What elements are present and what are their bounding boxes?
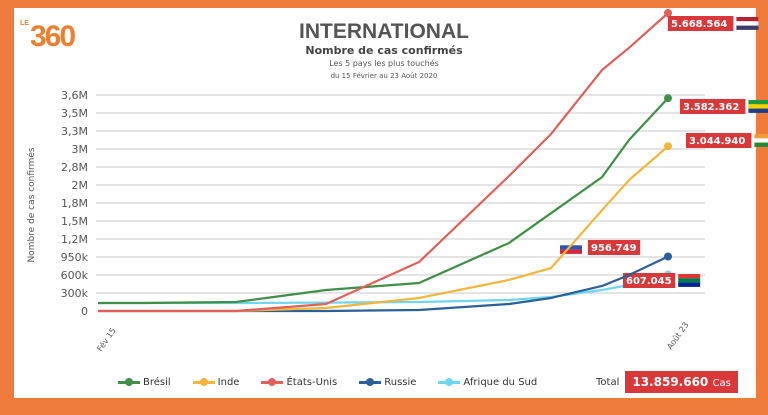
value-label-bg — [623, 273, 676, 288]
south-africa-flag-icon — [678, 282, 701, 287]
legend-label: Brésil — [143, 377, 171, 388]
y-tick-label: 0 — [81, 305, 88, 318]
usa-flag-icon — [736, 17, 759, 22]
legend-label: États-Unis — [286, 377, 338, 388]
legend-marker-icon — [192, 378, 215, 386]
usa-flag-icon — [736, 21, 759, 26]
chart-subtitle: Nombre de cas confirmés — [305, 44, 463, 57]
value-label-bg — [668, 16, 734, 31]
y-tick-label: 3M — [72, 143, 89, 156]
y-tick-label: 1,5M — [61, 215, 88, 228]
india-flag-icon — [754, 138, 768, 143]
russia-flag-icon — [560, 245, 582, 250]
y-tick-label: 950k — [61, 251, 89, 264]
legend-label: Inde — [217, 377, 240, 388]
value-label: 607.045 — [626, 276, 672, 287]
y-tick-label: 1,8M — [61, 197, 88, 210]
total-value-box: 13.859.660 Cas — [625, 371, 738, 393]
y-tick-label: 3,5M — [61, 107, 88, 120]
logo-le360: LE360 — [20, 20, 76, 53]
y-tick-label: 2M — [72, 179, 89, 192]
total-label: Total — [596, 376, 620, 388]
series-end-point — [664, 252, 672, 261]
legend-marker-icon — [438, 378, 461, 386]
legend-marker-icon — [118, 378, 140, 386]
y-tick-label: 300k — [61, 287, 89, 300]
y-tick-label: 3,3M — [61, 125, 88, 138]
legend-marker-icon — [261, 378, 284, 386]
value-label-bg — [588, 240, 641, 255]
brazil-flag-icon — [748, 100, 768, 105]
x-tick-label: Août 23 — [665, 320, 690, 351]
value-label: 956.749 — [591, 243, 637, 254]
india-flag-icon — [754, 142, 768, 147]
x-tick-label: Fév 15 — [94, 326, 117, 353]
series-line-Brésil — [98, 97, 669, 305]
legend-label: Afrique du Sud — [463, 377, 538, 388]
series-end-point — [664, 94, 672, 103]
legend-marker-icon — [359, 378, 382, 386]
value-label-bg — [680, 99, 746, 114]
y-tick-label: 2,8M — [61, 161, 88, 174]
legend-item: Russie — [359, 377, 416, 388]
usa-flag-icon — [736, 25, 759, 30]
legend-item: Brésil — [118, 377, 171, 388]
total-cases: Total 13.859.660 Cas — [596, 371, 738, 393]
legend-item: Afrique du Sud — [438, 377, 537, 388]
y-axis-label: Nombre de cas confirmés — [26, 147, 37, 262]
legend: Brésil Inde États-Unis Russie Afrique du Sud — [118, 377, 537, 388]
russia-flag-icon — [560, 249, 582, 254]
legend-item: Inde — [192, 377, 240, 388]
india-flag-icon — [754, 134, 768, 139]
value-label-bg — [686, 133, 752, 148]
south-africa-flag-icon — [678, 278, 701, 283]
y-tick-label: 1,2M — [61, 233, 88, 246]
series-end-point — [664, 142, 672, 151]
y-tick-label: 600k — [61, 269, 89, 282]
legend-item: États-Unis — [261, 377, 337, 388]
russia-flag-icon — [560, 241, 582, 246]
series-end-point — [664, 9, 672, 17]
page-title: INTERNATIONAL — [299, 20, 469, 43]
y-tick-label: 3,6M — [61, 89, 88, 102]
value-label: 3.582.362 — [683, 102, 739, 113]
legend-label: Russie — [384, 377, 417, 388]
value-label: 5.668.564 — [671, 19, 727, 30]
series-line-États-Unis — [98, 12, 669, 313]
brazil-flag-icon — [748, 108, 768, 113]
chart-caption: Les 5 pays les plus touchés — [329, 59, 439, 68]
brazil-flag-icon — [748, 104, 768, 109]
value-label: 3.044.940 — [689, 136, 745, 147]
chart-date-range: du 15 Février au 23 Août 2020 — [330, 72, 438, 80]
south-africa-flag-icon — [678, 274, 701, 279]
